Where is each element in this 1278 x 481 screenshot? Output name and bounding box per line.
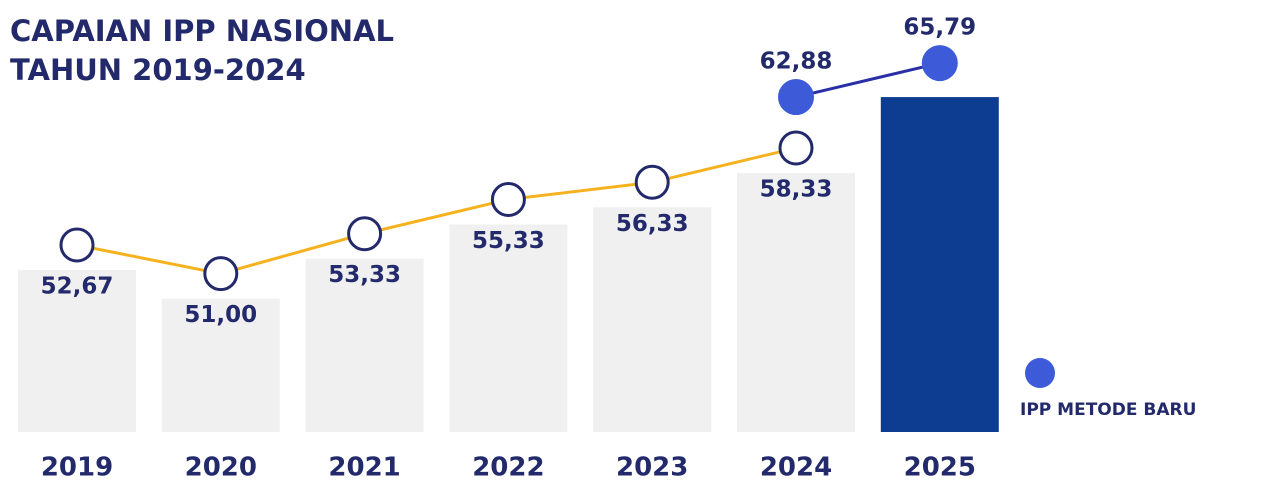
line xyxy=(76,146,797,276)
legend-marker xyxy=(1025,358,1055,388)
chart-title: TAHUN 2019-2024 xyxy=(10,53,306,87)
point xyxy=(490,181,526,217)
bar xyxy=(593,207,712,432)
bar xyxy=(449,224,568,432)
x-tick-label: 2023 xyxy=(616,453,688,481)
legend-label: IPP METODE BARU xyxy=(1020,400,1196,420)
data-label: 62,88 xyxy=(760,49,833,75)
point xyxy=(634,164,670,200)
x-tick-label: 2025 xyxy=(904,453,976,481)
data-label: 65,79 xyxy=(903,15,976,41)
point xyxy=(778,79,814,116)
bar xyxy=(305,258,424,432)
data-label: 55,33 xyxy=(472,228,545,254)
data-label: 56,33 xyxy=(616,211,689,237)
data-label: 51,00 xyxy=(184,302,257,328)
bar xyxy=(18,270,136,432)
x-tick-label: 2024 xyxy=(760,453,832,481)
point xyxy=(921,45,958,82)
x-tick-label: 2022 xyxy=(472,453,544,481)
chart-title: CAPAIAN IPP NASIONAL xyxy=(10,14,394,48)
point xyxy=(347,216,383,252)
x-tick-label: 2019 xyxy=(41,453,113,481)
data-label: 52,67 xyxy=(41,274,114,300)
data-label: 53,33 xyxy=(328,262,401,288)
bar xyxy=(880,97,999,432)
point xyxy=(59,227,95,263)
x-tick-label: 2020 xyxy=(185,453,257,481)
data-label: 58,33 xyxy=(760,177,833,203)
point xyxy=(778,130,814,166)
x-tick-label: 2021 xyxy=(328,453,400,481)
point xyxy=(203,256,239,292)
line xyxy=(795,61,941,99)
bar xyxy=(737,173,855,432)
bar xyxy=(161,298,280,432)
